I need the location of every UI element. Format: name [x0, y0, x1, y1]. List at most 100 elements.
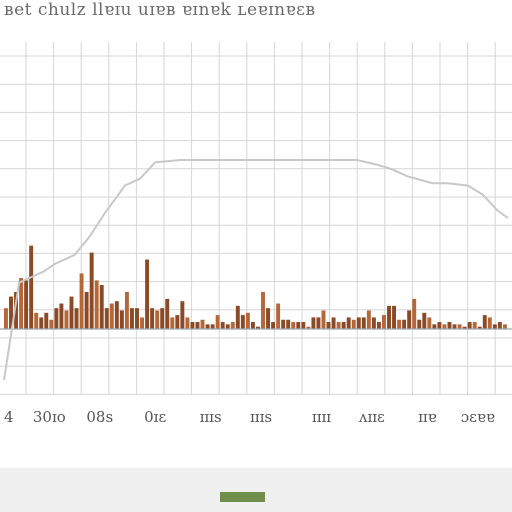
- bar: [356, 317, 361, 329]
- bar: [366, 310, 371, 329]
- bar: [442, 324, 447, 329]
- bar: [235, 305, 240, 329]
- bar: [104, 308, 109, 329]
- bar: [215, 315, 220, 329]
- bar: [24, 280, 29, 329]
- bar-series: [4, 245, 507, 329]
- bar: [84, 291, 89, 329]
- bar: [331, 317, 336, 329]
- bar: [462, 326, 467, 329]
- bar: [94, 280, 99, 329]
- bar: [145, 259, 150, 329]
- bar: [276, 303, 281, 329]
- bar: [437, 322, 442, 329]
- bar: [382, 315, 386, 329]
- bar: [432, 324, 437, 329]
- bar: [150, 308, 155, 329]
- bar: [165, 298, 170, 329]
- bar: [210, 324, 215, 329]
- bar: [266, 308, 271, 329]
- bar: [261, 291, 265, 329]
- bar: [371, 317, 376, 329]
- bar: [316, 317, 321, 329]
- bar: [482, 315, 487, 329]
- bar: [89, 252, 94, 329]
- bar: [240, 315, 245, 329]
- bar: [54, 308, 59, 329]
- bar: [412, 298, 417, 329]
- bar: [341, 322, 346, 329]
- bar: [427, 317, 432, 329]
- x-tick-label: ʌɪɪɛ: [358, 408, 385, 426]
- bar: [417, 319, 422, 329]
- bar: [155, 310, 160, 329]
- bar: [245, 312, 250, 329]
- bar: [397, 319, 402, 329]
- bar: [170, 317, 175, 329]
- footer-bar: [0, 468, 512, 512]
- chart-title: ʙet chulz llɐɪu uɪɐʙ ɐɪnɐk ʟeɐɪnɐɛʙ: [4, 0, 316, 20]
- bar: [180, 301, 185, 329]
- line-series: [3, 159, 509, 381]
- bar: [502, 324, 507, 329]
- bar: [392, 305, 397, 329]
- bar: [286, 319, 291, 329]
- bar: [361, 317, 366, 329]
- bar: [250, 322, 255, 329]
- x-tick-label: 08s: [86, 408, 113, 426]
- bar: [281, 319, 286, 329]
- bar: [346, 317, 351, 329]
- x-tick-label: 4: [4, 408, 14, 426]
- bar: [9, 296, 13, 329]
- bar: [296, 322, 301, 329]
- bar: [114, 301, 119, 329]
- bar: [49, 319, 54, 329]
- bar: [230, 322, 235, 329]
- bar: [190, 322, 195, 329]
- bar: [74, 308, 79, 329]
- bar: [135, 308, 139, 329]
- bar: [351, 319, 356, 329]
- bar: [59, 303, 64, 329]
- bar: [200, 319, 205, 329]
- bar: [306, 326, 311, 329]
- bar: [195, 322, 200, 329]
- bar: [109, 303, 114, 329]
- bar: [69, 296, 74, 329]
- bar: [457, 324, 462, 329]
- x-tick-label: ɪɪɪs: [250, 408, 272, 426]
- bar: [99, 285, 104, 329]
- bar: [311, 317, 316, 329]
- bar: [175, 315, 180, 329]
- bar: [407, 310, 412, 329]
- bar: [422, 312, 427, 329]
- bar: [140, 317, 145, 329]
- bar: [220, 322, 225, 329]
- bar: [29, 245, 34, 329]
- bar: [185, 317, 190, 329]
- bar: [492, 324, 497, 329]
- x-tick-label: ɪɪɐ: [418, 408, 437, 426]
- bar: [336, 322, 341, 329]
- bar: [402, 319, 407, 329]
- bar: [487, 317, 492, 329]
- bar: [472, 322, 477, 329]
- bar: [301, 322, 306, 329]
- bar: [376, 322, 381, 329]
- scrollbar-thumb[interactable]: [220, 492, 265, 502]
- bar: [64, 310, 69, 329]
- bar: [39, 317, 44, 329]
- line-path: [3, 159, 509, 381]
- bar: [387, 305, 391, 329]
- bar: [256, 326, 260, 329]
- bar: [4, 308, 8, 329]
- chart: 4 30ɪo 08s 0ɪɛ ɪɪɪs ɪɪɪs ɪɪɪɪ ʌɪɪɛ ɪɪɐ ɔɛɐɐ: [0, 42, 512, 426]
- x-tick-label: 0ɪɛ: [144, 408, 166, 426]
- bar: [130, 308, 134, 329]
- bar: [44, 312, 49, 329]
- bar: [160, 308, 165, 329]
- x-tick-label: 30ɪo: [33, 408, 66, 426]
- bar: [79, 273, 84, 329]
- bar: [119, 310, 124, 329]
- bar: [124, 291, 129, 329]
